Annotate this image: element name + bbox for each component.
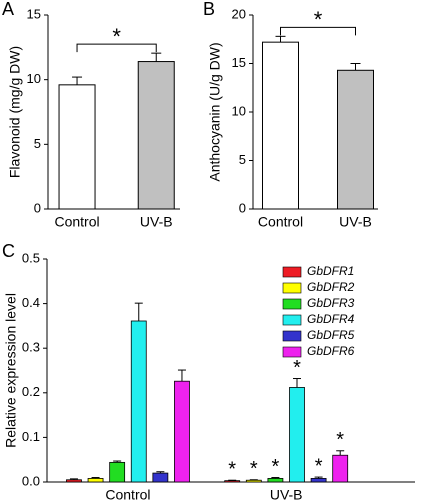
legend-swatch [282, 282, 302, 294]
bar [267, 478, 284, 483]
legend-label: GbDFR5 [307, 328, 355, 342]
bar [310, 478, 327, 483]
legend-swatch [282, 298, 302, 310]
bar [137, 61, 175, 210]
x-tick-label: Control [54, 214, 99, 230]
x-tick-label: Control [258, 214, 303, 230]
y-tick-label: 0 [34, 200, 41, 215]
significance-marker: * [293, 357, 301, 379]
significance-marker: * [112, 24, 121, 49]
legend-swatch [282, 314, 302, 326]
panel-letter: A [2, 0, 14, 19]
legend-label: GbDFR1 [307, 264, 354, 278]
panel-letter: C [2, 241, 15, 261]
y-axis-label: Anthocyanin (U/g DW) [207, 42, 223, 181]
panel-letter: B [203, 0, 215, 19]
x-tick-label: UV-B [140, 214, 173, 230]
y-axis-label: Flavonoid (mg/g DW) [7, 46, 23, 178]
bar [174, 380, 190, 483]
bar [58, 84, 96, 210]
significance-bracket [76, 43, 157, 53]
legend-swatch [282, 346, 302, 358]
y-axis-label: Relative expression level [3, 293, 19, 448]
x-tick-label: Control [105, 487, 150, 500]
y-tick-label: 10 [27, 71, 41, 86]
bar [130, 320, 147, 483]
significance-bracket [280, 26, 356, 36]
bar [66, 479, 82, 483]
y-tick-label: 15 [27, 6, 41, 21]
x-tick-label: UV-B [270, 487, 303, 500]
bar [224, 480, 241, 483]
y-tick-label: 5 [34, 136, 41, 151]
legend-swatch [282, 266, 302, 278]
bar [109, 461, 126, 483]
bar [332, 454, 349, 483]
bar [262, 41, 299, 210]
y-tick-label: 20 [232, 6, 246, 21]
significance-marker: * [250, 458, 258, 480]
significance-marker: * [272, 456, 280, 478]
bar [87, 478, 104, 483]
y-tick-label: 0.5 [22, 250, 40, 265]
y-tick-label: 0.4 [22, 295, 40, 310]
legend-label: GbDFR3 [307, 296, 355, 310]
bar [337, 69, 374, 210]
significance-marker: * [228, 458, 236, 480]
y-tick-label: 0.0 [22, 473, 40, 488]
y-tick-label: 10 [232, 103, 246, 118]
y-tick-label: 0.3 [22, 340, 40, 355]
legend-swatch [282, 330, 302, 342]
bar [245, 479, 262, 483]
y-tick-label: 0 [239, 200, 246, 215]
bar [289, 387, 305, 483]
y-tick-label: 0.1 [22, 429, 40, 444]
y-tick-label: 5 [239, 152, 246, 167]
y-tick-label: 0.2 [22, 384, 40, 399]
legend-label: GbDFR6 [307, 344, 355, 358]
y-tick-label: 15 [232, 55, 246, 70]
bar [152, 472, 169, 483]
legend-label: GbDFR2 [307, 280, 355, 294]
legend-label: GbDFR4 [307, 312, 355, 326]
significance-marker: * [336, 429, 344, 451]
significance-marker: * [314, 7, 323, 32]
significance-marker: * [315, 455, 323, 477]
x-tick-label: UV-B [339, 214, 372, 230]
